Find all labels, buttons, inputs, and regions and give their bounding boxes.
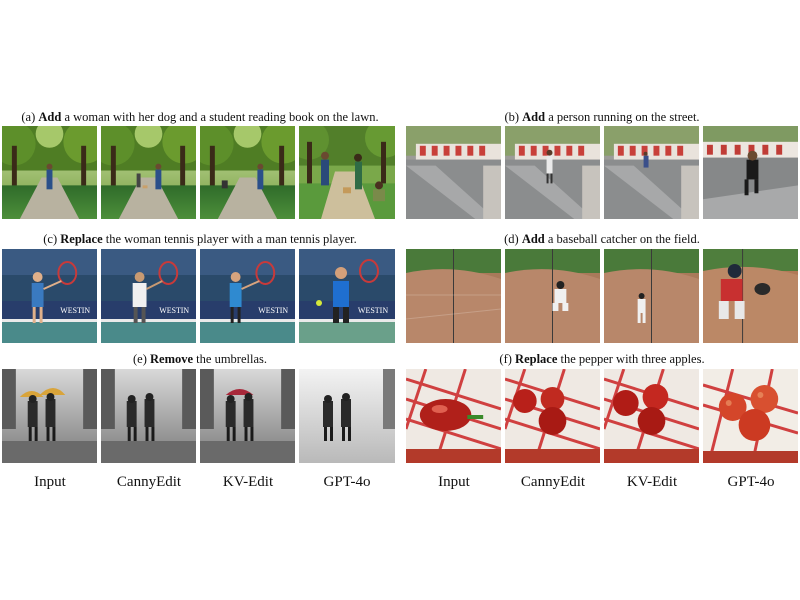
image-d-gpt4o [703,249,798,343]
column-label-cannyedit-right: CannyEdit [520,474,586,490]
image-d-cannyedit [505,249,600,343]
image-b-cannyedit [505,126,600,219]
image-f-cannyedit [505,369,600,463]
column-label-kvedit-right: KV-Edit [626,474,678,490]
image-e-gpt4o [299,369,395,463]
image-b-gpt4o [703,126,798,219]
column-label-input-left: Input [34,474,66,490]
image-a-gpt4o [299,126,395,219]
caption-e: (e) Remove the umbrellas. [133,352,267,366]
westin-sign: WESTIN [358,306,388,315]
image-c-cannyedit: WESTIN [101,249,196,343]
westin-sign: WESTIN [258,306,288,315]
caption-b: (b) Add a person running on the street. [504,110,700,124]
image-c-kvedit: WESTIN [200,249,295,343]
image-a-kvedit [200,126,295,219]
image-e-kvedit [200,369,295,463]
westin-sign: WESTIN [159,306,189,315]
image-d-kvedit [604,249,699,343]
column-label-gpt4o-right: GPT-4o [727,474,775,490]
image-c-input: WESTIN [2,249,97,343]
image-d-input [406,249,501,343]
image-c-gpt4o: WESTIN [299,249,395,343]
caption-f: (f) Replace the pepper with three apples… [499,352,705,366]
caption-a: (a) Add a woman with her dog and a stude… [21,110,379,124]
image-e-input [2,369,97,463]
caption-d: (d) Add a baseball catcher on the field. [504,232,700,246]
image-e-cannyedit [101,369,196,463]
column-label-kvedit-left: KV-Edit [222,474,274,490]
image-a-input [2,126,97,219]
image-a-cannyedit [101,126,196,219]
image-b-kvedit [604,126,699,219]
image-f-kvedit [604,369,699,463]
westin-sign: WESTIN [60,306,90,315]
image-b-input [406,126,501,219]
column-label-cannyedit-left: CannyEdit [116,474,182,490]
image-f-input [406,369,501,463]
caption-c: (c) Replace the woman tennis player with… [43,232,357,246]
column-label-gpt4o-left: GPT-4o [323,474,371,490]
column-label-input-right: Input [438,474,470,490]
image-f-gpt4o [703,369,798,463]
